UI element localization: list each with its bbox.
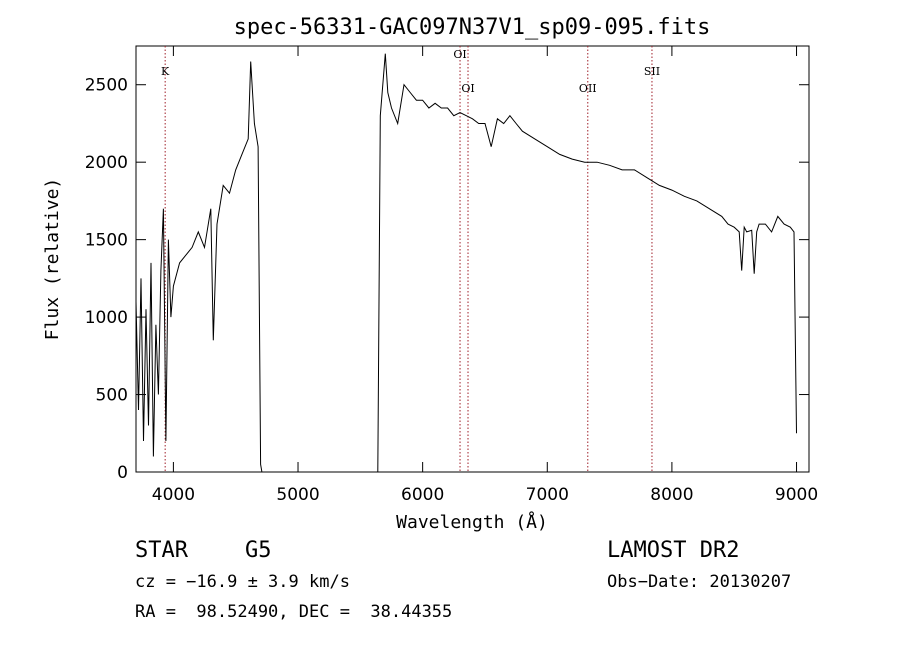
object-subclass: G5: [245, 538, 272, 563]
x-tick-label: 7000: [526, 485, 569, 505]
x-tick-label: 4000: [152, 485, 195, 505]
y-tick-label: 1500: [85, 231, 128, 251]
y-tick-label: 500: [96, 386, 128, 406]
spectral-line-label: OI: [453, 48, 466, 61]
y-tick-label: 1000: [85, 308, 128, 328]
spectral-line-label: SII: [644, 65, 660, 78]
obs-date-text: Obs−Date: 20130207: [607, 572, 792, 592]
x-axis-ticks: 4000 5000 6000 7000 8000 9000: [152, 46, 818, 505]
plot-frame: [135, 45, 810, 473]
x-axis-label: Wavelength (Å): [396, 511, 548, 533]
ra-dec-text: RA = 98.52490, DEC = 38.44355: [135, 602, 453, 622]
spectral-line-label: K: [161, 65, 170, 78]
spectral-line-label: OII: [579, 82, 597, 95]
x-tick-label: 8000: [650, 485, 693, 505]
survey-label: LAMOST DR2: [607, 538, 740, 563]
y-tick-label: 0: [117, 463, 128, 483]
y-axis-ticks: 0 500 1000 1500 2000 2500: [85, 76, 809, 483]
y-axis-label: Flux (relative): [42, 178, 63, 341]
spectral-line-markers: K OI OI OII SII: [161, 46, 660, 472]
x-tick-label: 9000: [775, 485, 818, 505]
y-tick-label: 2000: [85, 153, 128, 173]
x-tick-label: 5000: [276, 485, 319, 505]
y-tick-label: 2500: [85, 76, 128, 96]
x-tick-label: 6000: [401, 485, 444, 505]
spectrum-line: [135, 53, 797, 473]
object-class: STAR: [135, 538, 188, 563]
chart-title: spec-56331-GAC097N37V1_sp09-095.fits: [234, 15, 711, 40]
redshift-text: cz = −16.9 ± 3.9 km/s: [135, 572, 350, 592]
spectral-line-label: OI: [461, 82, 474, 95]
